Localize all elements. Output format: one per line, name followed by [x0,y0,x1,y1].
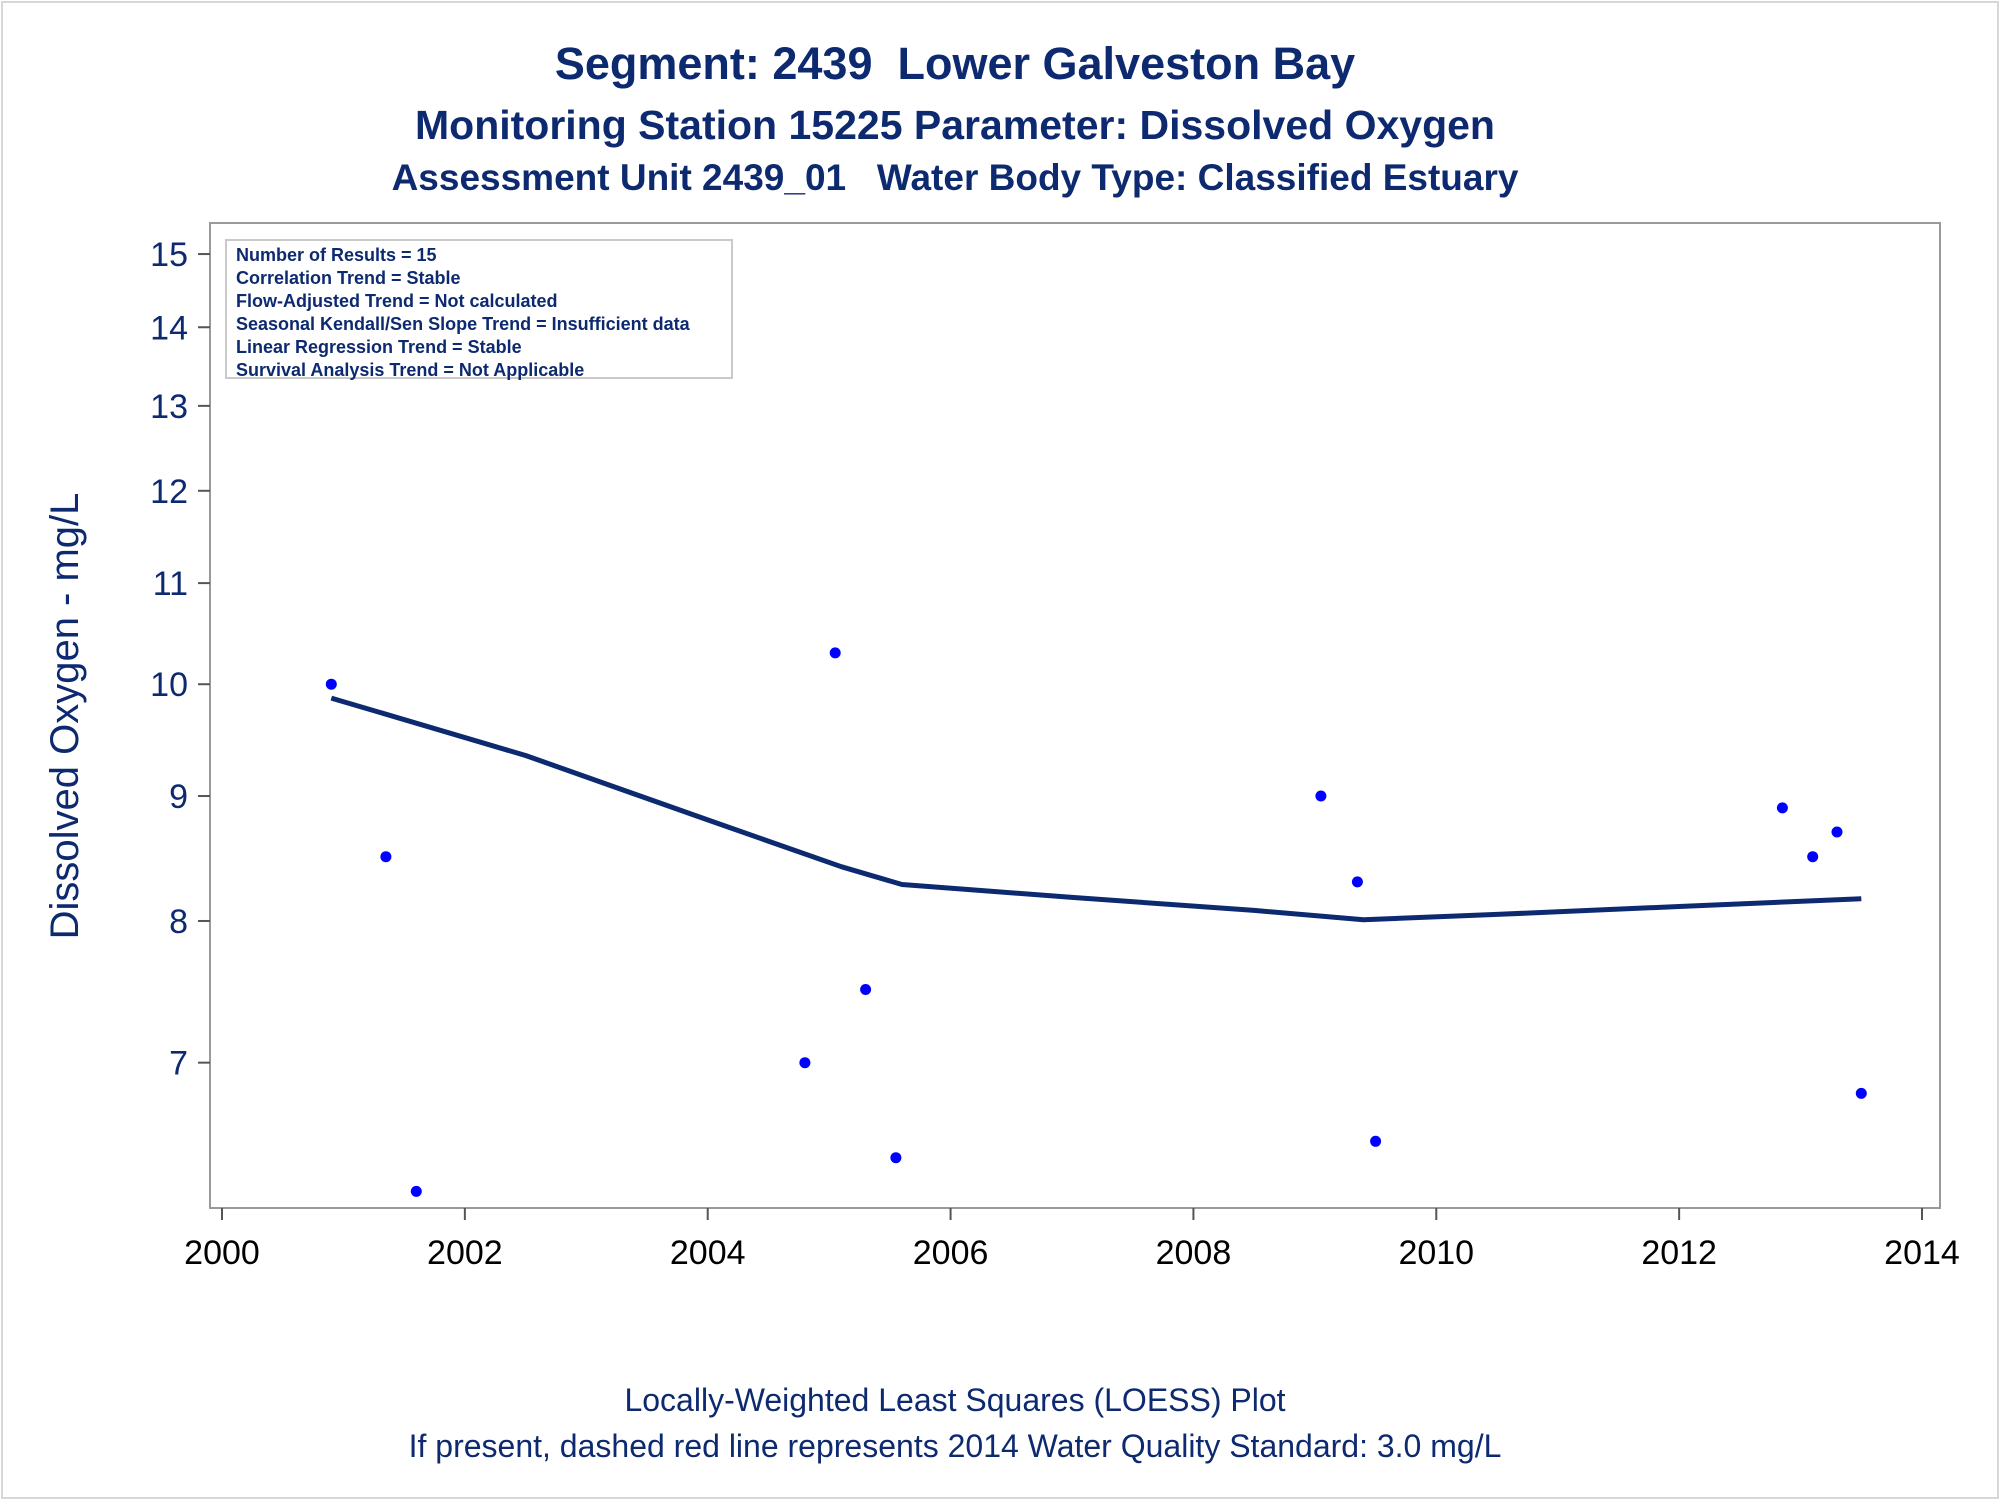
data-point [325,678,337,690]
info-flow-adjusted-trend: Flow-Adjusted Trend = Not calculated [236,291,558,311]
y-tick-label: 15 [150,236,188,274]
y-tick-label: 7 [169,1045,188,1083]
chart-subtitle-assessment: Assessment Unit 2439_01 Water Body Type:… [391,157,1519,198]
y-tick-label: 9 [169,778,188,816]
chart-title: Segment: 2439 Lower Galveston Bay [554,38,1356,89]
x-tick-label: 2000 [184,1234,260,1272]
data-point [829,647,841,659]
trend-info-box: Number of Results = 15 Correlation Trend… [225,239,733,380]
data-point [1831,826,1843,838]
y-tick-label: 10 [150,666,188,704]
x-tick-label: 2012 [1641,1234,1717,1272]
chart-subtitle-station: Monitoring Station 15225 Parameter: Diss… [415,102,1495,148]
y-axis-label: Dissolved Oxygen - mg/L [43,493,87,940]
y-tick-label: 14 [150,309,188,347]
x-tick-label: 2004 [670,1234,746,1272]
data-point [799,1057,811,1069]
y-tick-label: 12 [150,473,188,511]
info-seasonal-kendall-trend: Seasonal Kendall/Sen Slope Trend = Insuf… [236,314,690,334]
loess-line [330,695,1862,923]
data-point [1315,790,1327,802]
data-point [890,1152,902,1164]
plot-area-frame [209,222,1941,1209]
data-point [410,1185,422,1197]
data-point [1776,802,1788,814]
footnote-standard: If present, dashed red line represents 2… [408,1428,1502,1464]
info-linear-regression-trend: Linear Regression Trend = Stable [236,337,522,357]
data-point [1351,876,1363,888]
data-point [860,984,872,995]
data-point [1807,851,1819,863]
x-tick-label: 2010 [1398,1234,1474,1272]
info-number-of-results: Number of Results = 15 [236,245,437,265]
footnote-loess: Locally-Weighted Least Squares (LOESS) P… [624,1382,1286,1418]
info-survival-analysis-trend: Survival Analysis Trend = Not Applicable [236,360,585,380]
x-tick-label: 2002 [427,1234,503,1272]
data-point [380,851,392,863]
info-correlation-trend: Correlation Trend = Stable [236,268,461,288]
y-tick-label: 8 [169,903,188,941]
x-tick-label: 2014 [1884,1234,1960,1272]
x-tick-label: 2008 [1156,1234,1232,1272]
data-point [1370,1135,1382,1147]
y-tick-label: 11 [153,565,188,603]
x-tick-label: 2006 [913,1234,989,1272]
y-tick-label: 13 [150,388,188,426]
data-point [1855,1087,1867,1099]
